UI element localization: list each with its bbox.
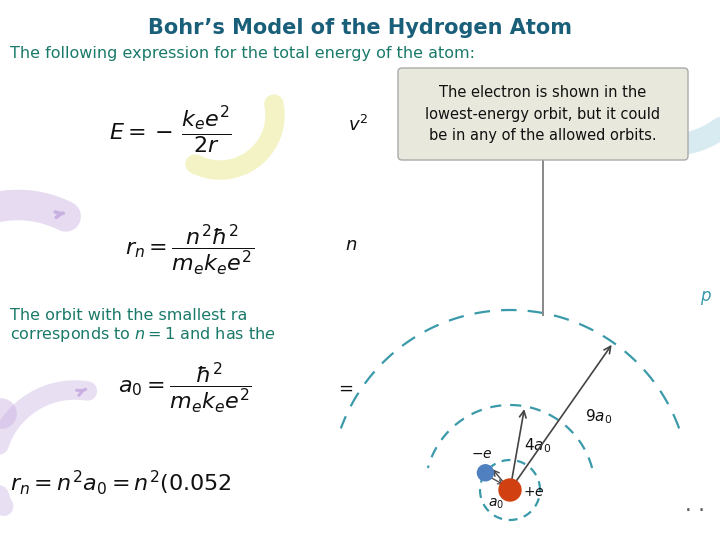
Text: $+e$: $+e$ xyxy=(523,485,544,499)
Text: $r_n = \dfrac{n^2\hbar^2}{m_e k_e e^2}$: $r_n = \dfrac{n^2\hbar^2}{m_e k_e e^2}$ xyxy=(125,222,254,278)
FancyBboxPatch shape xyxy=(398,68,688,160)
Text: The electron is shown in the
lowest-energy orbit, but it could
be in any of the : The electron is shown in the lowest-ener… xyxy=(426,85,660,143)
Text: The orbit with the smallest ra: The orbit with the smallest ra xyxy=(10,308,248,323)
Text: $E = -\,\dfrac{k_e e^2}{2r}$: $E = -\,\dfrac{k_e e^2}{2r}$ xyxy=(109,104,231,156)
Circle shape xyxy=(477,465,493,481)
Circle shape xyxy=(499,479,521,501)
Text: $\mathit{p}$: $\mathit{p}$ xyxy=(700,289,712,307)
Text: The following expression for the total energy of the atom:: The following expression for the total e… xyxy=(10,46,475,61)
Text: $9a_0$: $9a_0$ xyxy=(585,408,612,426)
Text: $r_n = n^2 a_0 = n^2(0.052$: $r_n = n^2 a_0 = n^2(0.052$ xyxy=(10,468,232,497)
Text: $v^2$: $v^2$ xyxy=(348,115,368,135)
Text: corresponds to $n = 1$ and has th$\it{e}$: corresponds to $n = 1$ and has th$\it{e}… xyxy=(10,325,276,344)
Text: Bohr’s Model of the Hydrogen Atom: Bohr’s Model of the Hydrogen Atom xyxy=(148,18,572,38)
Text: $n$: $n$ xyxy=(345,236,357,254)
Text: . .: . . xyxy=(685,495,705,515)
Text: $a_0 = \dfrac{\hbar^2}{m_e k_e e^2}$: $a_0 = \dfrac{\hbar^2}{m_e k_e e^2}$ xyxy=(118,360,252,416)
Text: $4a_0$: $4a_0$ xyxy=(524,437,552,455)
Text: $=$: $=$ xyxy=(335,379,354,397)
Text: $-e$: $-e$ xyxy=(471,447,492,461)
Text: $a_0$: $a_0$ xyxy=(488,497,504,511)
